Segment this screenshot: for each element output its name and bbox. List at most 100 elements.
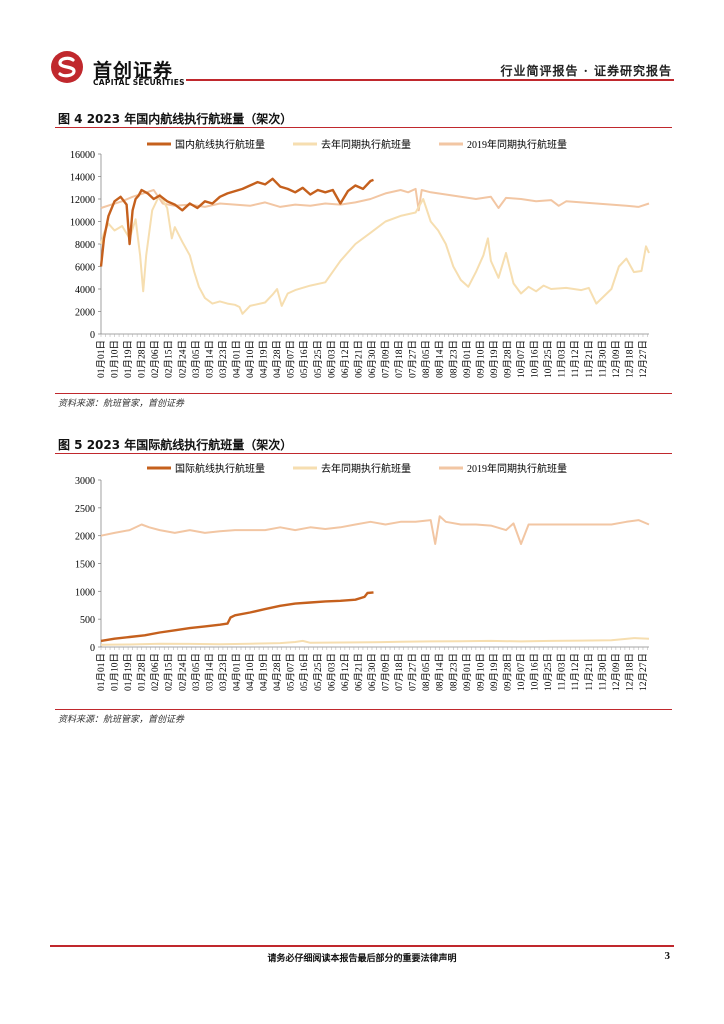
x-tick-label: 10月07日 bbox=[516, 653, 527, 691]
x-tick-label: 01月28日 bbox=[137, 340, 148, 378]
y-tick-label: 3000 bbox=[75, 476, 95, 487]
x-tick-label: 12月09日 bbox=[611, 653, 622, 691]
x-tick-label: 12月27日 bbox=[638, 340, 649, 378]
x-tick-label: 02月24日 bbox=[177, 653, 188, 691]
x-tick-label: 05月16日 bbox=[299, 653, 310, 691]
x-tick-label: 05月07日 bbox=[286, 340, 297, 378]
legend-label-0: 国际航线执行航班量 bbox=[175, 462, 265, 475]
x-tick-label: 11月30日 bbox=[597, 340, 608, 378]
x-tick-label: 08月14日 bbox=[435, 653, 446, 691]
x-tick-label: 02月15日 bbox=[164, 653, 175, 691]
report-type: 行业简评报告 · 证券研究报告 bbox=[500, 64, 672, 78]
x-tick-label: 09月19日 bbox=[489, 340, 500, 378]
figure-5-source: 资料来源：航班管家，首创证券 bbox=[58, 715, 185, 725]
x-tick-label: 03月14日 bbox=[204, 340, 215, 378]
y-tick-label: 4000 bbox=[75, 285, 95, 296]
y-tick-label: 10000 bbox=[70, 218, 95, 229]
x-tick-label: 03月23日 bbox=[218, 653, 229, 691]
x-tick-label: 04月01日 bbox=[231, 340, 242, 378]
x-tick-label: 10月16日 bbox=[530, 653, 541, 691]
x-tick-label: 11月21日 bbox=[584, 340, 595, 378]
y-tick-label: 0 bbox=[90, 330, 95, 341]
x-tick-label: 06月21日 bbox=[353, 653, 364, 691]
figure-4-source: 资料来源：航班管家，首创证券 bbox=[58, 399, 185, 409]
x-tick-label: 10月16日 bbox=[530, 340, 541, 378]
header-divider bbox=[186, 79, 674, 81]
x-tick-label: 08月05日 bbox=[421, 653, 432, 691]
x-tick-label: 08月23日 bbox=[448, 340, 459, 378]
legend-label-2: 2019年同期执行航班量 bbox=[467, 462, 567, 475]
x-tick-label: 10月07日 bbox=[516, 340, 527, 378]
x-tick-label: 06月21日 bbox=[353, 340, 364, 378]
x-tick-label: 02月15日 bbox=[164, 340, 175, 378]
legal-disclaimer: 请务必仔细阅读本报告最后部分的重要法律声明 bbox=[267, 954, 457, 964]
x-tick-label: 02月24日 bbox=[177, 340, 188, 378]
y-tick-label: 2000 bbox=[75, 532, 95, 543]
x-tick-label: 09月28日 bbox=[502, 653, 513, 691]
capital-securities-logo-icon bbox=[51, 51, 83, 83]
brand-name-english: CAPITAL SECURITIES bbox=[93, 78, 185, 87]
y-tick-label: 2000 bbox=[75, 308, 95, 319]
x-tick-label: 06月12日 bbox=[340, 653, 351, 691]
y-tick-label: 500 bbox=[80, 615, 95, 626]
figure-4-bottom-rule bbox=[55, 393, 672, 394]
x-tick-label: 01月10日 bbox=[110, 340, 121, 378]
figure-4-top-rule bbox=[55, 127, 672, 128]
x-tick-label: 04月19日 bbox=[259, 340, 270, 378]
x-tick-label: 03月23日 bbox=[218, 340, 229, 378]
x-tick-label: 07月18日 bbox=[394, 653, 405, 691]
figure-5-top-rule bbox=[55, 453, 672, 454]
x-tick-label: 05月07日 bbox=[286, 653, 297, 691]
x-tick-label: 06月12日 bbox=[340, 340, 351, 378]
x-tick-label: 04月28日 bbox=[272, 340, 283, 378]
series-line-0 bbox=[100, 187, 650, 212]
x-tick-label: 12月09日 bbox=[611, 340, 622, 378]
x-tick-label: 09月10日 bbox=[475, 653, 486, 691]
y-tick-label: 12000 bbox=[70, 195, 95, 206]
x-tick-label: 07月27日 bbox=[408, 340, 419, 378]
x-tick-label: 04月28日 bbox=[272, 653, 283, 691]
x-tick-label: 01月19日 bbox=[123, 340, 134, 378]
x-tick-label: 03月05日 bbox=[191, 340, 202, 378]
x-tick-label: 11月30日 bbox=[597, 653, 608, 691]
y-tick-label: 6000 bbox=[75, 263, 95, 274]
x-tick-label: 06月03日 bbox=[326, 653, 337, 691]
x-tick-label: 12月18日 bbox=[624, 653, 635, 691]
x-tick-label: 02月06日 bbox=[150, 653, 161, 691]
x-tick-label: 08月05日 bbox=[421, 340, 432, 378]
x-tick-label: 03月14日 bbox=[204, 653, 215, 691]
x-tick-label: 12月18日 bbox=[624, 340, 635, 378]
x-tick-label: 01月10日 bbox=[110, 653, 121, 691]
x-tick-label: 09月01日 bbox=[462, 340, 473, 378]
y-tick-label: 1500 bbox=[75, 560, 95, 571]
figure-4-title: 图 4 2023 年国内航线执行航班量（架次） bbox=[58, 112, 293, 126]
x-tick-label: 06月03日 bbox=[326, 340, 337, 378]
x-tick-label: 05月25日 bbox=[313, 340, 324, 378]
x-tick-label: 11月12日 bbox=[570, 653, 581, 691]
series-line-2 bbox=[100, 591, 374, 643]
x-tick-label: 06月30日 bbox=[367, 653, 378, 691]
figure-5-chart: 国际航线执行航班量 去年同期执行航班量 2019年同期执行航班量 0 500 1000 15… bbox=[55, 456, 672, 706]
y-tick-label: 2500 bbox=[75, 504, 95, 515]
figure-4-chart: 国内航线执行航班量 去年同期执行航班量 2019年同期执行航班量 0 2000 4000 6… bbox=[55, 130, 672, 390]
international-flights-chart: 国际航线执行航班量 去年同期执行航班量 2019年同期执行航班量 0 500 1000 15… bbox=[75, 462, 650, 691]
y-tick-label: 16000 bbox=[70, 150, 95, 161]
brand-name: 首创证券 bbox=[93, 60, 174, 82]
x-tick-label: 12月27日 bbox=[638, 653, 649, 691]
x-tick-label: 07月09日 bbox=[381, 653, 392, 691]
legend-label-2: 2019年同期执行航班量 bbox=[467, 138, 567, 151]
x-tick-label: 04月19日 bbox=[259, 653, 270, 691]
y-tick-label: 8000 bbox=[75, 240, 95, 251]
x-tick-label: 11月03日 bbox=[557, 340, 568, 378]
page-number: 3 bbox=[664, 950, 671, 962]
x-tick-label: 11月21日 bbox=[584, 653, 595, 691]
x-tick-label: 03月05日 bbox=[191, 653, 202, 691]
x-tick-label: 10月25日 bbox=[543, 340, 554, 378]
x-tick-label: 07月18日 bbox=[394, 340, 405, 378]
domestic-flights-chart: 国内航线执行航班量 去年同期执行航班量 2019年同期执行航班量 0 2000 4000 6… bbox=[70, 138, 650, 378]
x-tick-label: 09月19日 bbox=[489, 653, 500, 691]
x-tick-label: 04月10日 bbox=[245, 653, 256, 691]
legend-label-0: 国内航线执行航班量 bbox=[175, 138, 265, 151]
legend-label-1: 去年同期执行航班量 bbox=[321, 462, 411, 475]
x-tick-label: 01月28日 bbox=[137, 653, 148, 691]
